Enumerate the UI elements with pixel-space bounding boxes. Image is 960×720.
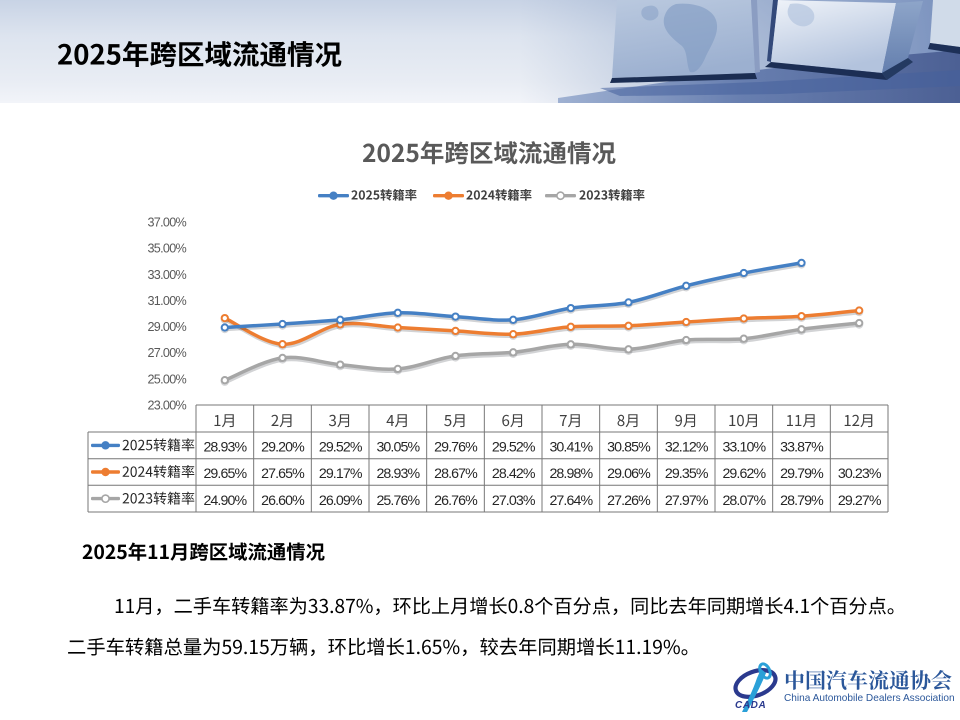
svg-text:35.00%: 35.00% <box>147 242 186 256</box>
svg-text:29.76%: 29.76% <box>434 440 478 456</box>
svg-text:China Automobile Dealers Assoc: China Automobile Dealers Association <box>784 693 955 704</box>
svg-text:27.26%: 27.26% <box>607 493 651 509</box>
svg-text:30.23%: 30.23% <box>838 466 882 482</box>
svg-text:29.65%: 29.65% <box>203 466 247 482</box>
svg-text:29.52%: 29.52% <box>492 440 536 456</box>
svg-text:27.65%: 27.65% <box>261 466 305 482</box>
svg-text:29.27%: 29.27% <box>838 493 882 509</box>
svg-text:29.35%: 29.35% <box>665 466 709 482</box>
svg-text:23.00%: 23.00% <box>147 399 186 413</box>
svg-text:CADA: CADA <box>735 700 766 711</box>
svg-text:29.52%: 29.52% <box>319 440 363 456</box>
svg-text:29.17%: 29.17% <box>319 466 363 482</box>
svg-text:27.64%: 27.64% <box>549 493 593 509</box>
svg-text:26.60%: 26.60% <box>261 493 305 509</box>
svg-text:28.67%: 28.67% <box>434 466 478 482</box>
svg-text:30.85%: 30.85% <box>607 440 651 456</box>
svg-text:28.42%: 28.42% <box>492 466 536 482</box>
svg-text:27.03%: 27.03% <box>492 493 536 509</box>
svg-text:28.93%: 28.93% <box>376 466 420 482</box>
svg-text:28.93%: 28.93% <box>203 440 247 456</box>
svg-text:29.00%: 29.00% <box>147 320 186 334</box>
svg-text:24.90%: 24.90% <box>203 493 247 509</box>
svg-text:26.09%: 26.09% <box>319 493 363 509</box>
svg-text:29.06%: 29.06% <box>607 466 651 482</box>
svg-text:29.62%: 29.62% <box>722 466 766 482</box>
svg-text:33.87%: 33.87% <box>780 440 824 456</box>
svg-text:28.79%: 28.79% <box>780 493 824 509</box>
svg-text:25.00%: 25.00% <box>147 372 186 386</box>
svg-text:27.00%: 27.00% <box>147 346 186 360</box>
svg-text:26.76%: 26.76% <box>434 493 478 509</box>
svg-text:27.97%: 27.97% <box>665 493 709 509</box>
svg-text:28.07%: 28.07% <box>722 493 766 509</box>
svg-text:28.98%: 28.98% <box>549 466 593 482</box>
svg-text:37.00%: 37.00% <box>147 216 186 230</box>
svg-text:29.20%: 29.20% <box>261 440 305 456</box>
svg-text:25.76%: 25.76% <box>376 493 420 509</box>
svg-text:31.00%: 31.00% <box>147 294 186 308</box>
svg-text:33.00%: 33.00% <box>147 268 186 282</box>
svg-text:32.12%: 32.12% <box>665 440 709 456</box>
svg-text:29.79%: 29.79% <box>780 466 824 482</box>
svg-text:30.41%: 30.41% <box>549 440 593 456</box>
svg-text:30.05%: 30.05% <box>376 440 420 456</box>
svg-text:33.10%: 33.10% <box>722 440 766 456</box>
